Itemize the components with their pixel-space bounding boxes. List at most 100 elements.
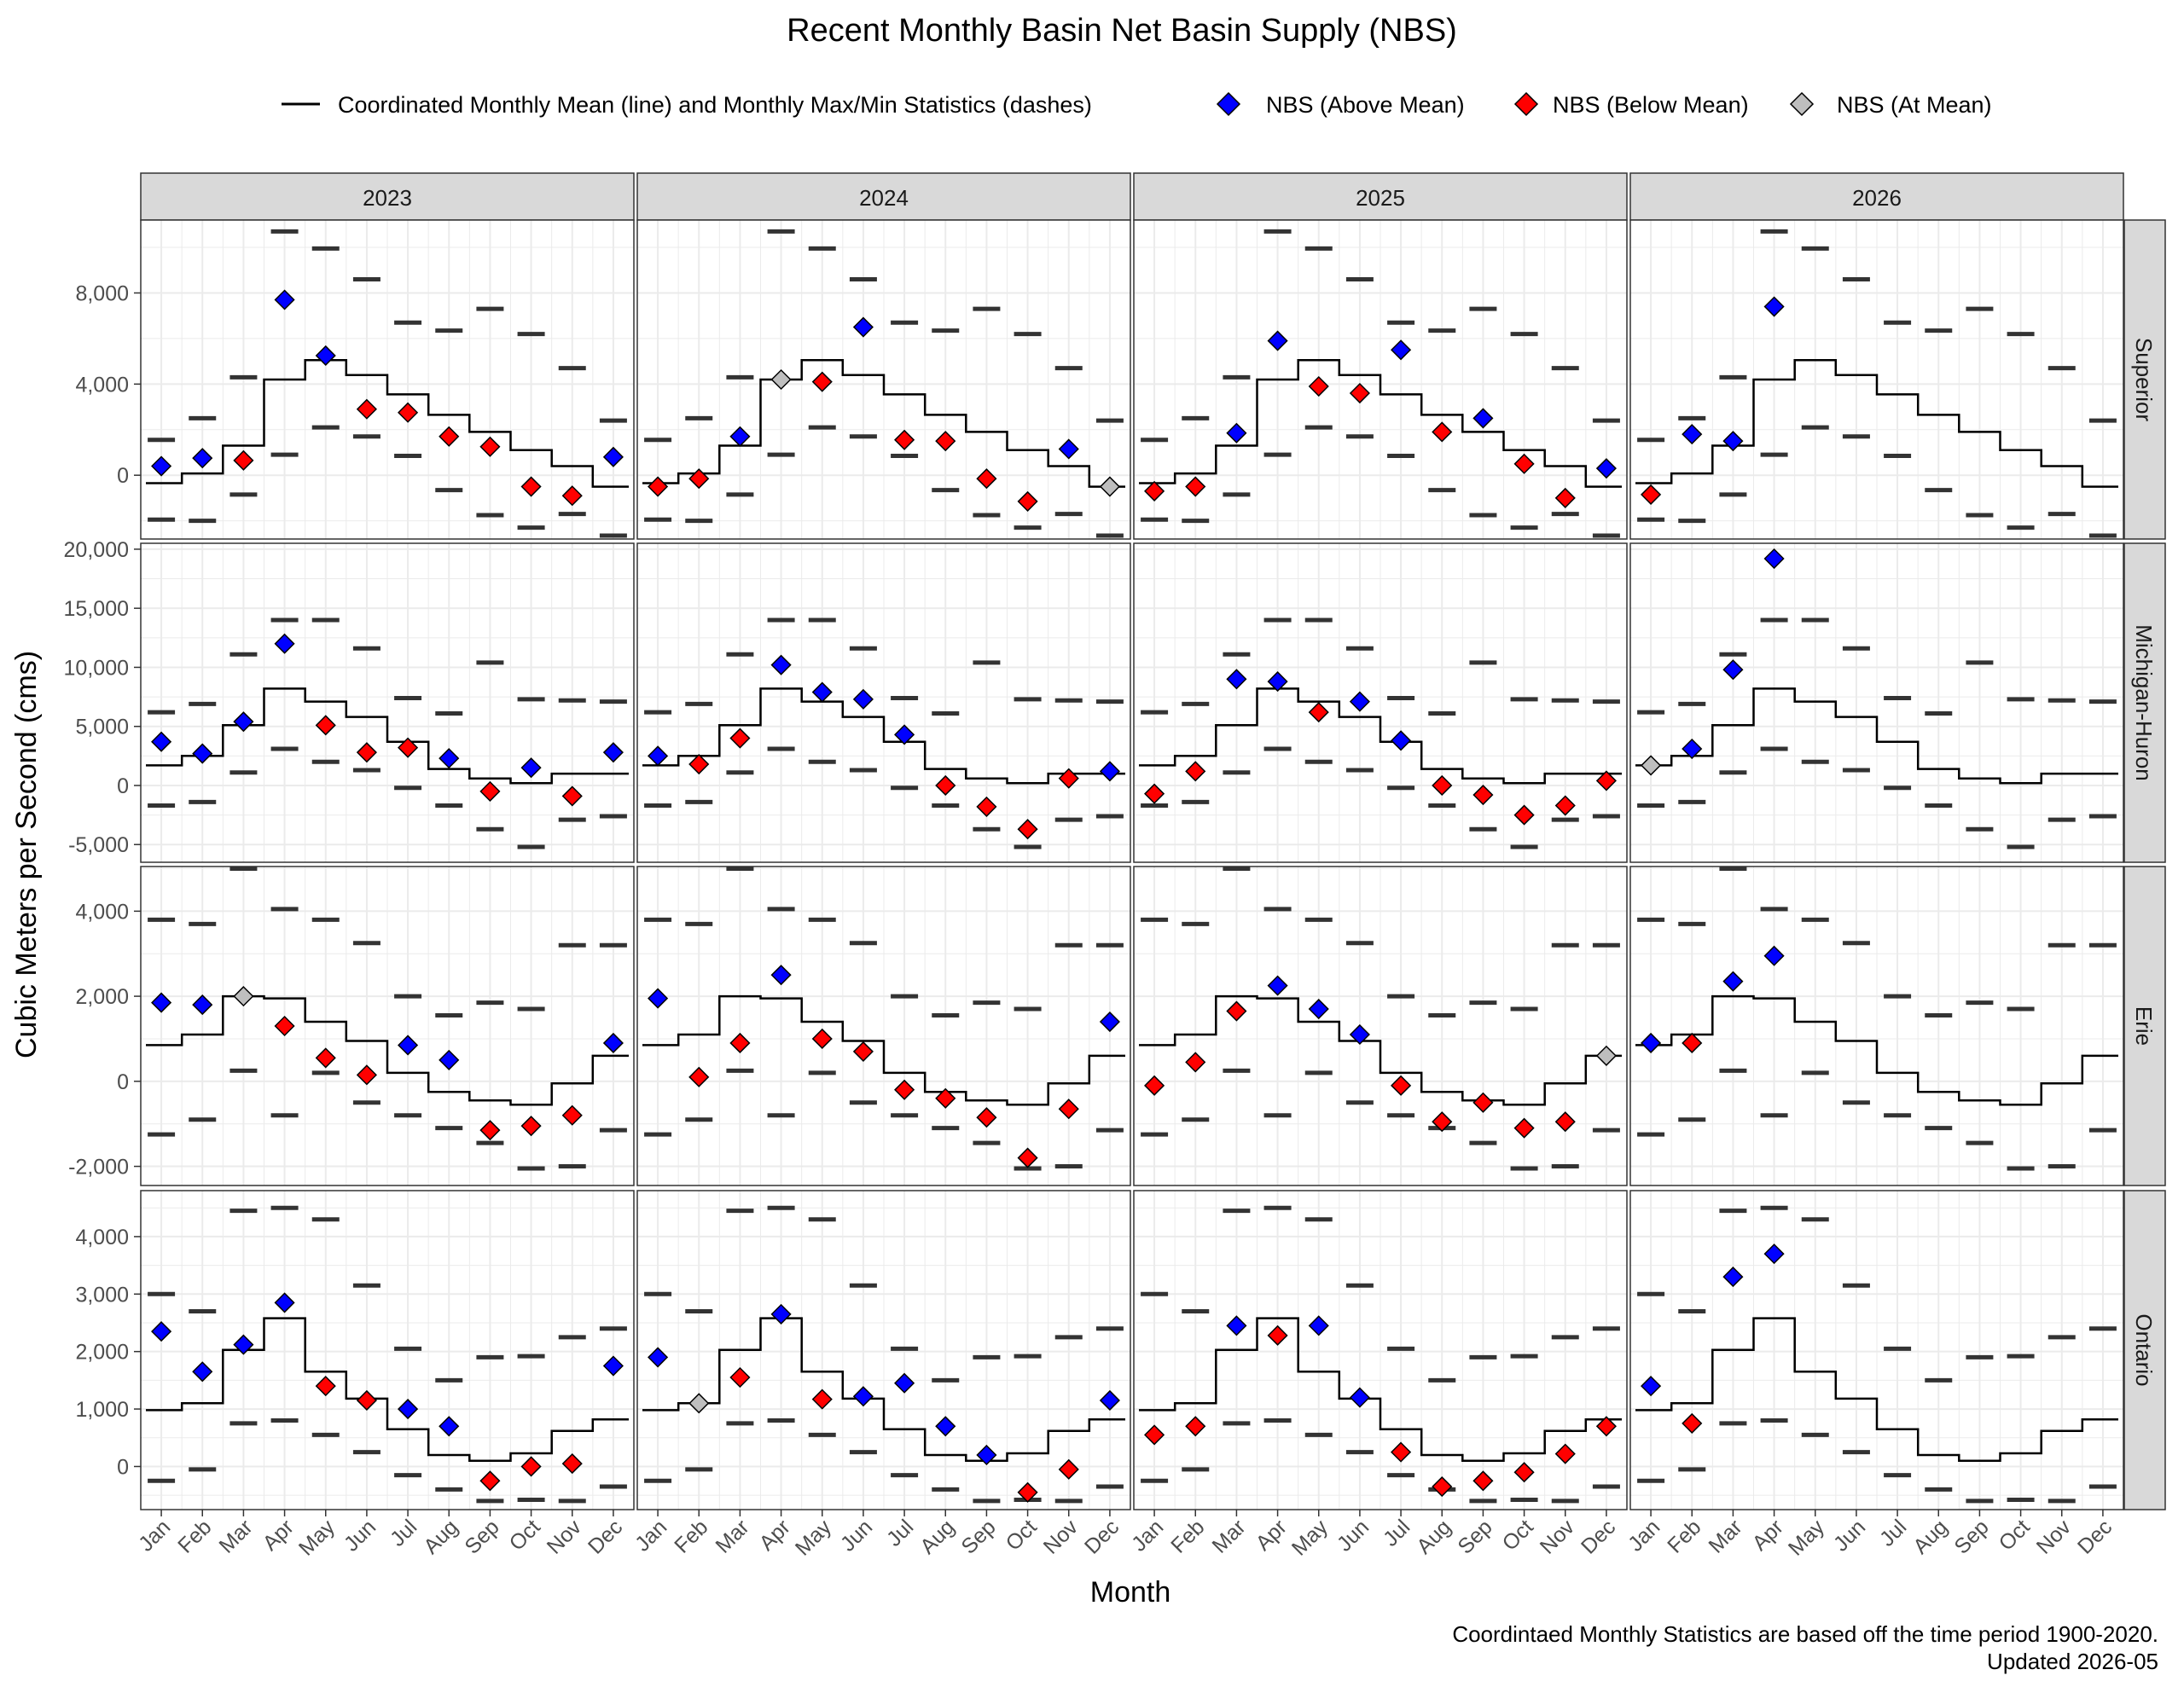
nbs-point-jun	[852, 316, 874, 338]
nbs-point-jun	[852, 1041, 874, 1062]
panel-border	[636, 1190, 1131, 1510]
legend-at-label: NBS (At Mean)	[1837, 92, 1992, 118]
y-tick-label-michigan-huron-4: 15,000	[64, 597, 129, 621]
panel-border	[1133, 866, 1628, 1186]
legend-mean-label: Coordinated Monthly Mean (line) and Mont…	[338, 92, 1092, 118]
nbs-point-dec	[602, 1355, 624, 1377]
x-tick-label-2025-jun: Jun	[1333, 1515, 1374, 1556]
nbs-point-jul	[1391, 730, 1412, 751]
x-tick-label-2026-aug: Aug	[1908, 1515, 1952, 1558]
x-tick-label-2023-jun: Jun	[340, 1515, 380, 1556]
nbs-point-jul	[894, 1079, 915, 1100]
nbs-point-jul	[398, 1035, 419, 1056]
x-tick-label-2024-mar: Mar	[711, 1515, 753, 1557]
nbs-point-may	[1308, 375, 1329, 397]
nbs-point-feb	[688, 1066, 710, 1087]
facet-strip-label-ontario: Ontario	[2131, 1313, 2157, 1386]
nbs-point-aug	[935, 431, 956, 452]
panel-border	[636, 542, 1131, 863]
nbs-point-apr	[1267, 975, 1288, 996]
legend-at-key	[1789, 91, 1815, 117]
x-tick-label-2023-nov: Nov	[543, 1515, 587, 1559]
nbs-point-mar	[1722, 431, 1744, 452]
nbs-point-jun	[1349, 691, 1370, 712]
nbs-point-mar	[729, 1032, 751, 1054]
nbs-point-dec	[1099, 1389, 1120, 1412]
panel-michigan-huron-2026	[1629, 542, 2124, 863]
mean-step-line	[1139, 1317, 1622, 1462]
facet-strip-ontario	[2123, 1190, 2166, 1510]
nbs-point-oct	[1017, 819, 1038, 840]
nbs-point-may	[315, 345, 336, 367]
chart-title: Recent Monthly Basin Net Basin Supply (N…	[787, 13, 1457, 49]
nbs-point-nov	[1058, 1099, 1079, 1120]
mean-step-line	[146, 687, 629, 785]
mean-step-line	[642, 687, 1125, 785]
x-tick-label-2025-jul: Jul	[1379, 1515, 1414, 1551]
nbs-point-dec	[1595, 1045, 1617, 1066]
panel-border	[636, 219, 1131, 540]
legend-above-label: NBS (Above Mean)	[1266, 92, 1465, 118]
y-tick-label-erie-2: 2,000	[75, 985, 129, 1009]
panel-border	[636, 866, 1131, 1186]
nbs-point-jun	[1349, 1387, 1370, 1408]
nbs-point-oct	[1513, 1462, 1535, 1483]
nbs-point-jan	[648, 988, 669, 1009]
y-axis-label: Cubic Meters per Second (cms)	[10, 651, 43, 1058]
nbs-point-dec	[1595, 458, 1617, 479]
nbs-point-oct	[1017, 1147, 1038, 1168]
panel-ontario-2025	[1133, 1190, 1628, 1510]
panel-michigan-huron-2024	[636, 542, 1131, 863]
facet-strip-label-superior: Superior	[2131, 338, 2157, 422]
nbs-point-nov	[561, 1104, 583, 1126]
panel-border	[1629, 866, 2124, 1186]
y-tick-label-michigan-huron-5: 20,000	[64, 538, 129, 562]
nbs-point-jul	[398, 402, 419, 423]
nbs-point-nov	[1058, 1458, 1079, 1480]
panel-ontario-2024	[636, 1190, 1131, 1510]
x-tick-label-2025-jan: Jan	[1127, 1515, 1168, 1556]
nbs-point-feb	[1185, 1416, 1206, 1437]
nbs-point-nov	[1554, 1111, 1576, 1133]
y-tick-label-ontario-0: 0	[117, 1455, 129, 1479]
nbs-point-sep	[1472, 408, 1494, 429]
panel-border	[140, 219, 635, 540]
nbs-point-jul	[398, 1399, 419, 1420]
nbs-point-jan	[648, 1347, 669, 1368]
panel-superior-2023	[140, 219, 635, 540]
nbs-point-feb	[1185, 1052, 1206, 1073]
facet-strip-2024	[636, 172, 1131, 221]
nbs-point-jun	[356, 742, 377, 763]
nbs-point-mar	[1226, 422, 1247, 443]
panel-border	[140, 866, 635, 1186]
x-tick-label-2025-apr: Apr	[1252, 1515, 1292, 1555]
nbs-point-oct	[520, 1456, 542, 1477]
nbs-point-dec	[1595, 770, 1617, 791]
x-tick-label-2026-feb: Feb	[1663, 1515, 1705, 1557]
nbs-point-may	[315, 1047, 336, 1069]
nbs-point-aug	[935, 1416, 956, 1437]
nbs-point-dec	[602, 1032, 624, 1054]
panel-ontario-2026	[1629, 1190, 2124, 1510]
nbs-point-nov	[561, 1453, 583, 1475]
y-tick-label-ontario-2: 2,000	[75, 1341, 129, 1365]
y-tick-label-ontario-4: 4,000	[75, 1226, 129, 1249]
panel-michigan-huron-2025	[1133, 542, 1628, 863]
x-tick-label-2023-jul: Jul	[386, 1515, 421, 1551]
nbs-point-nov	[561, 786, 583, 807]
nbs-point-mar	[1226, 1000, 1247, 1022]
nbs-point-aug	[439, 426, 460, 447]
x-tick-label-2025-dec: Dec	[1577, 1515, 1620, 1558]
nbs-point-sep	[479, 1120, 501, 1141]
nbs-point-apr	[274, 1292, 295, 1313]
nbs-point-jul	[1391, 1441, 1412, 1463]
nbs-point-feb	[192, 994, 213, 1016]
y-tick-label-erie-1: 0	[117, 1070, 129, 1094]
nbs-point-mar	[233, 449, 254, 471]
facet-strip-2026	[1629, 172, 2124, 221]
x-tick-label-2024-sep: Sep	[956, 1515, 1000, 1558]
mean-step-line	[642, 359, 1125, 488]
nbs-point-jul	[1391, 339, 1412, 361]
nbs-point-sep	[479, 1470, 501, 1492]
facet-strip-erie	[2123, 866, 2166, 1186]
